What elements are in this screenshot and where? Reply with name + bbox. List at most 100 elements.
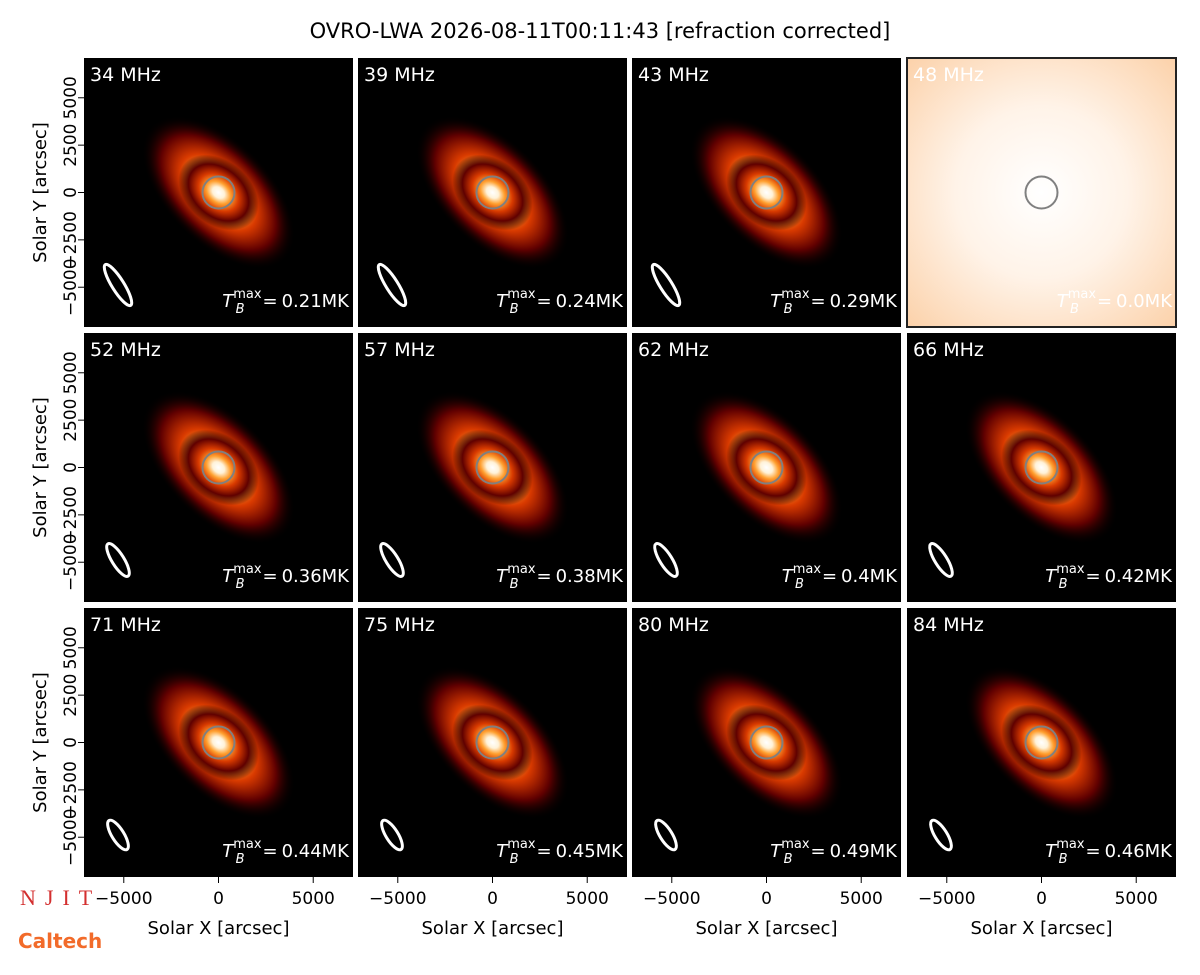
beam [650, 262, 682, 308]
y-axis-label: Solar Y [arcsec] [30, 672, 51, 813]
emission-core [1001, 704, 1082, 781]
solar-limb [1024, 175, 1059, 210]
tmax-sup: max [507, 837, 536, 852]
x-tick-label: 5000 [840, 889, 883, 909]
tmax-relation: = [262, 566, 277, 587]
tmax-symbol: T [222, 291, 235, 312]
tmax-label: Tmax B = 0.21MK [222, 287, 350, 317]
beam [106, 818, 130, 852]
tmax-label: Tmax B = 0.4MK [782, 562, 899, 592]
tmax-relation: = [536, 841, 551, 862]
beam [380, 818, 404, 852]
tmax-label: Tmax B = 0.38MK [496, 562, 624, 592]
tmax-sup: max [781, 837, 810, 852]
tmax-sub: B [784, 302, 793, 317]
panel-title: 52 MHz [90, 339, 161, 361]
y-tick-label: −5000 [61, 533, 81, 591]
tmax-value: 0.24MK [556, 291, 625, 312]
tmax-symbol: T [496, 566, 509, 587]
panel-title: 57 MHz [364, 339, 435, 361]
y-axis-label: Solar Y [arcsec] [30, 397, 51, 538]
tmax-relation: = [810, 291, 825, 312]
solar-limb [1024, 450, 1059, 485]
y-tick-label: 0 [61, 737, 81, 748]
tmax-label: Tmax B = 0.44MK [222, 837, 350, 867]
tmax-value: 0.4MK [841, 566, 898, 587]
panel: 34 MHz Tmax B = 0.21MK [84, 58, 353, 327]
panel: 71 MHz Tmax B = 0.44MK [84, 608, 353, 877]
y-tick-label: 5000 [61, 626, 81, 669]
tmax-sub: B [510, 852, 519, 867]
x-axis-label: Solar X [arcsec] [696, 918, 838, 939]
caltech-logo: Caltech [18, 929, 102, 953]
y-tick-label: −2500 [61, 486, 81, 544]
tmax-relation: = [262, 841, 277, 862]
tmax-sup: max [1068, 287, 1097, 302]
beam [102, 262, 134, 308]
solar-limb [475, 450, 510, 485]
tmax-sub: B [236, 302, 245, 317]
tmax-symbol: T [222, 566, 235, 587]
tmax-value: 0.21MK [282, 291, 351, 312]
tmax-symbol: T [1057, 291, 1070, 312]
tmax-sup: max [233, 562, 262, 577]
tmax-symbol: T [222, 841, 235, 862]
panel-title: 62 MHz [638, 339, 709, 361]
y-tick-label: −2500 [61, 761, 81, 819]
tmax-sup: max [507, 562, 536, 577]
panel-title: 66 MHz [913, 339, 984, 361]
tmax-sub: B [795, 577, 804, 592]
tmax-value: 0.38MK [556, 566, 625, 587]
y-tick-label: 0 [61, 462, 81, 473]
y-tick-label: 5000 [61, 351, 81, 394]
njit-logo: NJIT [20, 885, 101, 910]
solar-limb [201, 725, 236, 760]
solar-limb [749, 725, 784, 760]
tmax-symbol: T [770, 841, 783, 862]
tmax-relation: = [1097, 291, 1112, 312]
tmax-relation: = [810, 841, 825, 862]
tmax-value: 0.42MK [1105, 566, 1174, 587]
beam [929, 818, 953, 852]
tmax-symbol: T [496, 291, 509, 312]
tmax-relation: = [1085, 566, 1100, 587]
x-tick-label: −5000 [95, 889, 153, 909]
x-axis-label: Solar X [arcsec] [971, 918, 1113, 939]
tmax-value: 0.45MK [556, 841, 625, 862]
tmax-sub: B [236, 577, 245, 592]
tmax-sub: B [510, 577, 519, 592]
panel-title: 39 MHz [364, 64, 435, 86]
tmax-sub: B [1070, 302, 1079, 317]
solar-limb [749, 175, 784, 210]
y-axis-label: Solar Y [arcsec] [30, 122, 51, 263]
panel: 52 MHz Tmax B = 0.36MK [84, 333, 353, 602]
panel-title: 75 MHz [364, 614, 435, 636]
x-axis-label: Solar X [arcsec] [148, 918, 290, 939]
tmax-label: Tmax B = 0.42MK [1045, 562, 1173, 592]
tmax-sup: max [507, 287, 536, 302]
tmax-sup: max [1056, 837, 1085, 852]
panel-title: 71 MHz [90, 614, 161, 636]
x-tick-label: 5000 [566, 889, 609, 909]
tmax-label: Tmax B = 0.45MK [496, 837, 624, 867]
x-tick-label: 5000 [1115, 889, 1158, 909]
tmax-symbol: T [1045, 841, 1058, 862]
x-tick-label: −5000 [369, 889, 427, 909]
tmax-label: Tmax B = 0.49MK [770, 837, 898, 867]
tmax-symbol: T [782, 566, 795, 587]
solar-limb [1024, 725, 1059, 760]
beam [653, 542, 679, 578]
panel: 62 MHz Tmax B = 0.4MK [632, 333, 901, 602]
tmax-relation: = [1085, 841, 1100, 862]
emission-core [726, 154, 807, 231]
panel: 39 MHz Tmax B = 0.24MK [358, 58, 627, 327]
tmax-relation: = [536, 291, 551, 312]
x-axis-label: Solar X [arcsec] [422, 918, 564, 939]
emission-core [452, 429, 533, 506]
panel: 84 MHz Tmax B = 0.46MK [907, 608, 1176, 877]
y-tick-label: −5000 [61, 258, 81, 316]
beam [105, 542, 131, 578]
tmax-symbol: T [1045, 566, 1058, 587]
tmax-value: 0.46MK [1105, 841, 1174, 862]
